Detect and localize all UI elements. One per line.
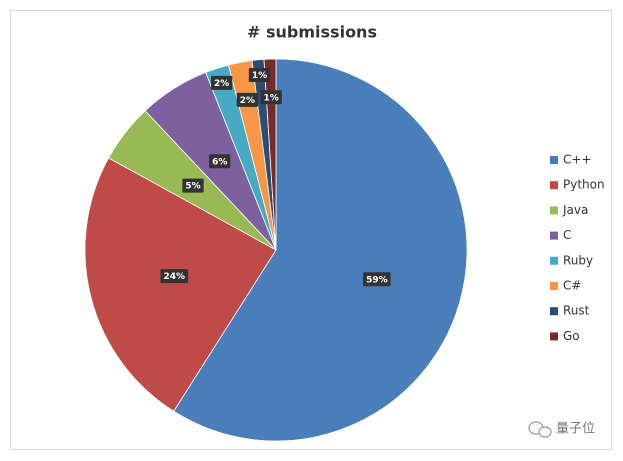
watermark: 量子位 xyxy=(556,422,595,437)
legend-swatch xyxy=(550,332,558,341)
data-label: 2% xyxy=(236,92,259,107)
legend-swatch xyxy=(550,156,558,164)
data-label: 2% xyxy=(211,75,233,90)
legend-label: Java xyxy=(562,203,588,217)
data-label: 24% xyxy=(160,269,189,284)
pie-slice xyxy=(263,58,277,251)
legend-label: Python xyxy=(563,178,605,192)
legend-label: Rust xyxy=(563,304,590,318)
legend-swatch xyxy=(550,181,558,190)
data-label: 5% xyxy=(182,178,204,193)
pie-slice xyxy=(84,157,277,412)
legend-label: C xyxy=(563,228,571,242)
data-label-box xyxy=(182,178,204,193)
data-label-text: 1% xyxy=(252,71,267,81)
data-label: 59% xyxy=(363,272,391,287)
data-label-box xyxy=(160,269,189,284)
legend-label: C++ xyxy=(563,153,592,167)
legend-swatch xyxy=(550,231,558,240)
data-label: 1% xyxy=(248,68,271,83)
legend-swatch xyxy=(550,307,558,316)
data-label-box xyxy=(236,92,259,107)
data-label-text: 5% xyxy=(185,182,200,192)
chart-title: # submissions xyxy=(247,23,377,42)
data-label-text: 59% xyxy=(366,275,388,285)
data-label-box xyxy=(260,90,282,105)
legend-swatch xyxy=(550,206,558,215)
data-label-text: 2% xyxy=(214,79,229,89)
legend-label: Go xyxy=(563,329,580,343)
data-label-text: 24% xyxy=(163,272,185,282)
data-label-box xyxy=(209,154,231,169)
data-label: 1% xyxy=(260,90,282,105)
legend-swatch xyxy=(550,256,558,265)
data-label-box xyxy=(248,68,271,83)
data-label-text: 2% xyxy=(240,96,255,106)
data-label: 6% xyxy=(209,154,231,169)
data-label-text: 1% xyxy=(264,93,279,103)
pie-slice xyxy=(173,58,468,442)
legend-swatch xyxy=(550,282,558,290)
legend-label: Ruby xyxy=(563,253,593,267)
legend-label: C# xyxy=(563,279,581,293)
data-label-text: 6% xyxy=(212,157,227,167)
watermark-icon xyxy=(528,421,552,438)
data-label-box xyxy=(363,272,391,287)
data-label-box xyxy=(211,75,233,90)
